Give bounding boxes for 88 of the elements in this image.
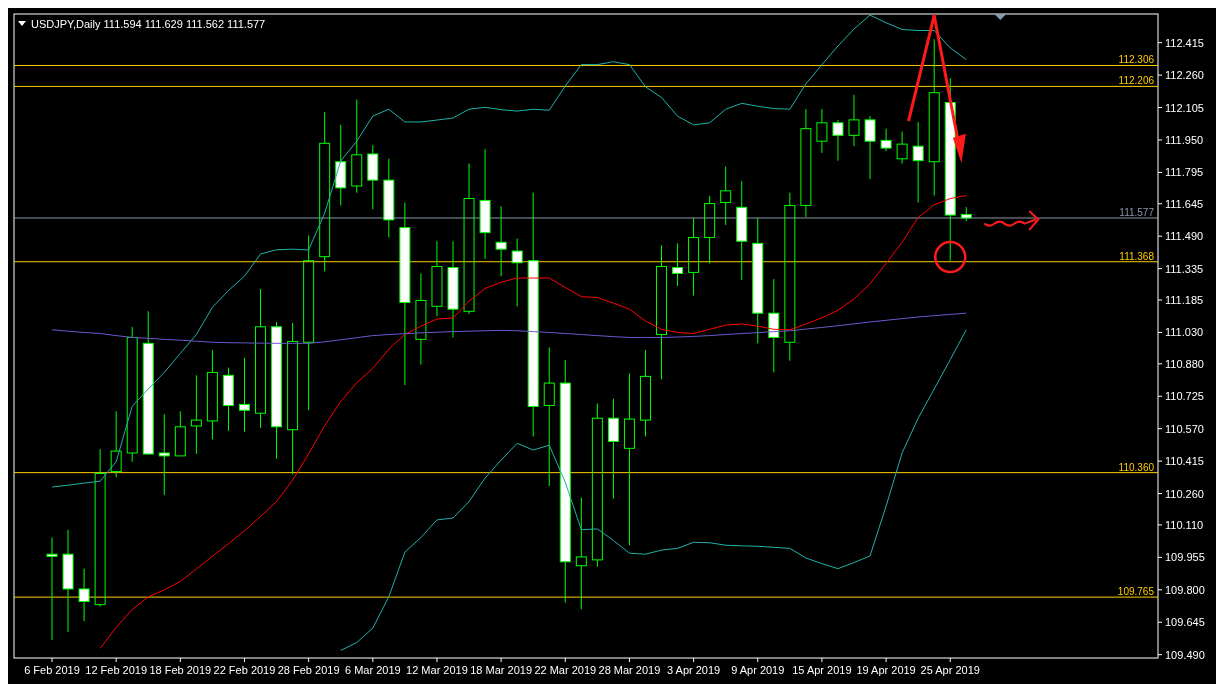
candlestick — [864, 115, 876, 180]
candlestick — [447, 240, 459, 338]
candlestick — [479, 148, 491, 260]
candlestick — [431, 240, 443, 317]
candlestick — [752, 217, 764, 344]
candlestick — [720, 166, 732, 226]
candlestick — [607, 398, 619, 500]
y-tick-label: 111.645 — [1165, 197, 1204, 210]
x-tick-label: 18 Feb 2019 — [149, 664, 212, 676]
candlestick — [784, 192, 796, 362]
x-tick-label: 12 Mar 2019 — [406, 664, 468, 676]
candlestick — [543, 346, 555, 487]
candlestick — [46, 536, 58, 641]
candlestick — [656, 244, 668, 380]
x-tick-label: 6 Mar 2019 — [344, 664, 401, 676]
x-tick-label: 22 Feb 2019 — [213, 664, 276, 676]
ref-line-label: 112.206 — [1118, 75, 1155, 87]
y-tick-label: 109.490 — [1165, 648, 1205, 661]
y-tick-label: 112.260 — [1165, 69, 1204, 82]
candlestick — [415, 272, 427, 366]
y-tick-label: 112.415 — [1165, 36, 1204, 49]
y-tick-label: 111.795 — [1165, 166, 1204, 179]
x-tick-label: 18 Mar 2019 — [470, 664, 532, 676]
candlestick — [832, 119, 844, 162]
candlestick — [190, 374, 202, 455]
ref-line-label: 109.765 — [1117, 586, 1155, 598]
x-tick-label: 9 Apr 2019 — [731, 664, 785, 676]
y-tick-label: 111.185 — [1165, 294, 1204, 307]
x-tick-label: 19 Apr 2019 — [856, 664, 916, 676]
candlestick — [736, 180, 748, 281]
candlestick — [928, 38, 940, 197]
candlestick — [527, 192, 539, 437]
candlestick — [78, 568, 90, 622]
candlestick — [399, 202, 411, 386]
candlestick — [688, 217, 700, 297]
candlestick — [62, 529, 74, 633]
y-tick-label: 110.415 — [1165, 455, 1204, 468]
chart-title: USDJPY,Daily 111.594 111.629 111.562 111.577 — [31, 18, 266, 30]
x-tick-label: 6 Feb 2019 — [24, 664, 80, 676]
y-tick-label: 111.950 — [1165, 133, 1204, 146]
candlestick — [206, 349, 218, 440]
candlestick — [848, 94, 860, 147]
y-tick-label: 109.955 — [1165, 551, 1205, 564]
y-tick-label: 110.110 — [1165, 518, 1204, 531]
ref-line-label: 111.577 — [1119, 207, 1155, 218]
x-tick-label: 28 Feb 2019 — [277, 664, 340, 676]
y-tick-label: 110.880 — [1165, 357, 1204, 370]
candlestick — [639, 349, 651, 437]
x-tick-label: 22 Mar 2019 — [534, 664, 597, 676]
candlestick — [319, 111, 331, 272]
candlestick — [158, 413, 170, 496]
y-tick-label: 110.260 — [1165, 487, 1204, 500]
candlestick — [94, 448, 106, 608]
x-tick-label: 25 Apr 2019 — [920, 664, 980, 676]
candlestick — [912, 121, 924, 204]
y-tick-label: 109.800 — [1165, 583, 1205, 596]
y-tick-label: 111.490 — [1165, 230, 1204, 243]
y-tick-label: 110.725 — [1165, 390, 1204, 403]
x-tick-label: 12 Feb 2019 — [85, 664, 148, 676]
candlestick — [303, 234, 315, 411]
x-tick-label: 15 Apr 2019 — [792, 664, 852, 676]
line-series — [340, 329, 967, 651]
x-tick-label: 28 Mar 2019 — [598, 664, 661, 676]
candlestick — [623, 372, 635, 546]
candlestick — [255, 288, 267, 429]
candlestick — [575, 497, 587, 610]
candlestick — [880, 128, 892, 152]
candlestick — [800, 108, 812, 218]
candlestick — [495, 205, 507, 277]
x-tick-label: 3 Apr 2019 — [666, 664, 721, 676]
ref-line-label: 111.368 — [1119, 250, 1155, 262]
candlestick — [768, 278, 780, 373]
candlestick — [896, 131, 908, 165]
candlestick — [672, 242, 684, 287]
candlestick — [463, 163, 475, 315]
line-series — [51, 312, 967, 344]
y-tick-label: 111.030 — [1165, 326, 1204, 339]
candlestick — [287, 322, 299, 475]
y-tick-label: 111.335 — [1165, 262, 1204, 275]
line-series — [99, 195, 967, 649]
ref-line-label: 110.360 — [1118, 461, 1155, 473]
y-tick-label: 112.105 — [1165, 101, 1204, 114]
y-tick-label: 109.645 — [1165, 616, 1205, 629]
ref-line-label: 112.306 — [1118, 54, 1155, 66]
y-tick-label: 110.570 — [1165, 422, 1204, 435]
candlestick — [816, 108, 828, 154]
candlestick — [238, 357, 250, 433]
candlestick — [559, 359, 571, 604]
